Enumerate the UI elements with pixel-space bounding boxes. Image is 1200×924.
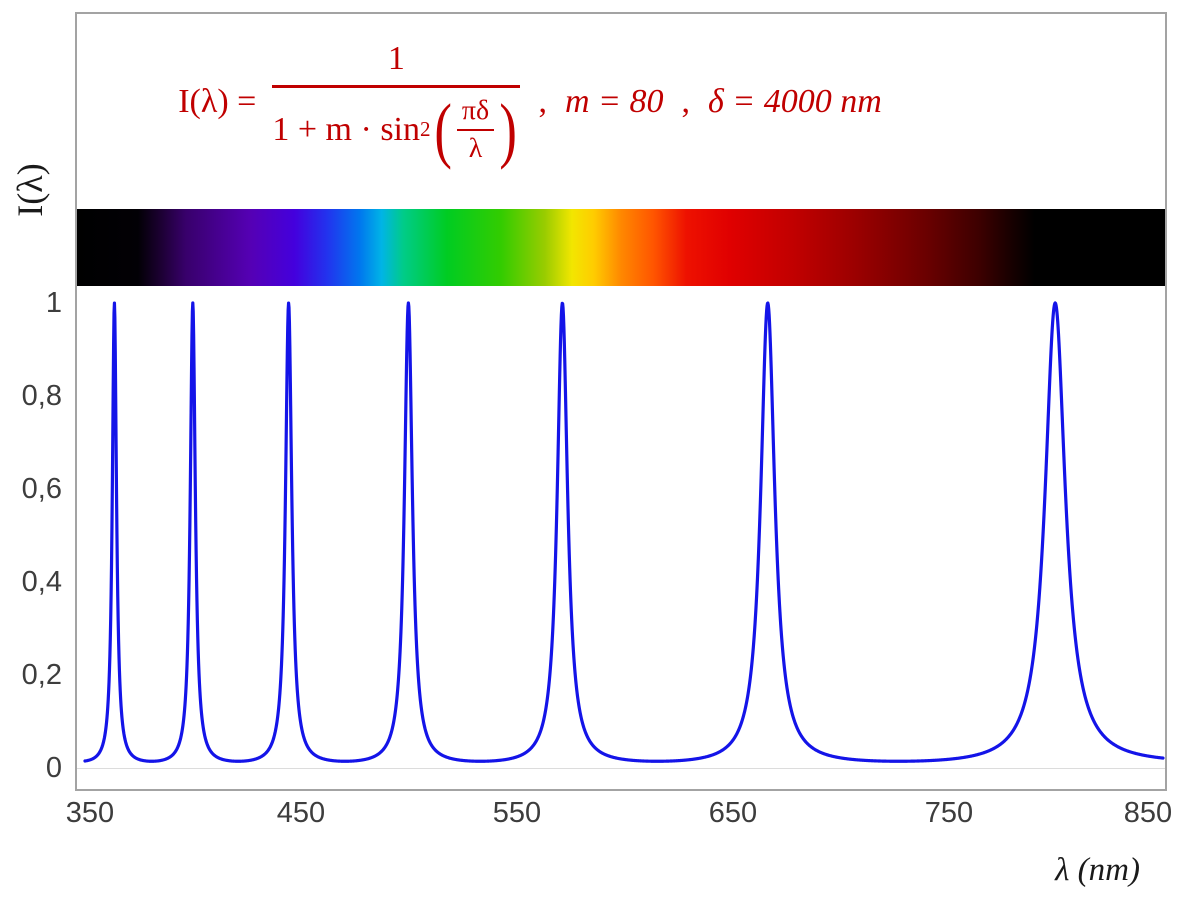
x-tick-750: 750 (924, 797, 974, 829)
x-axis-title: λ (nm) (1055, 852, 1140, 888)
y-axis-title: I(λ) (10, 163, 50, 217)
x-tick-350: 350 (65, 797, 115, 829)
formula-numerator: 1 (272, 40, 521, 88)
y-tick-0: 0 (45, 752, 62, 784)
formula-exponent: 2 (420, 117, 431, 141)
x-tick-450: 450 (276, 797, 326, 829)
formula-param-delta: δ = 4000 nm (707, 83, 882, 120)
x-tick-650: 650 (708, 797, 758, 829)
formula-fraction: 1 1 + m · sin 2 ( πδ λ ) (272, 40, 521, 170)
formula-lhs: I(λ) = (178, 83, 257, 120)
inner-denominator: λ (468, 132, 483, 164)
x-axis-line (77, 768, 1165, 769)
spectrum-bar (77, 209, 1165, 286)
left-paren: ( (433, 88, 452, 170)
x-tick-550: 550 (492, 797, 542, 829)
formula-den-prefix: 1 + m · sin (272, 110, 420, 148)
formula-separator-2: , (681, 83, 690, 120)
y-tick-0.2: 0,2 (21, 659, 62, 691)
inner-fraction: πδ λ (456, 95, 495, 165)
formula-separator-1: , (538, 83, 547, 120)
x-tick-850: 850 (1123, 797, 1173, 829)
formula-param-m: m = 80 (564, 83, 664, 120)
y-tick-0.8: 0,8 (21, 380, 62, 412)
y-tick-1: 1 (45, 287, 62, 319)
y-tick-0.4: 0,4 (21, 566, 62, 598)
right-paren: ) (499, 88, 518, 170)
formula-block: I(λ) = 1 1 + m · sin 2 ( πδ λ ) , m = 80 … (115, 28, 945, 176)
y-tick-0.6: 0,6 (21, 473, 62, 505)
inner-numerator: πδ (456, 95, 495, 131)
formula-denominator: 1 + m · sin 2 ( πδ λ ) (272, 88, 520, 170)
